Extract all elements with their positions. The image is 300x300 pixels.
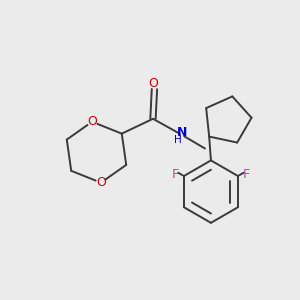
Text: O: O <box>87 115 97 128</box>
Text: O: O <box>148 77 158 90</box>
Text: H: H <box>174 135 182 145</box>
Text: N: N <box>177 126 187 139</box>
Text: F: F <box>243 168 250 181</box>
Text: F: F <box>172 168 179 181</box>
Text: O: O <box>96 176 106 189</box>
